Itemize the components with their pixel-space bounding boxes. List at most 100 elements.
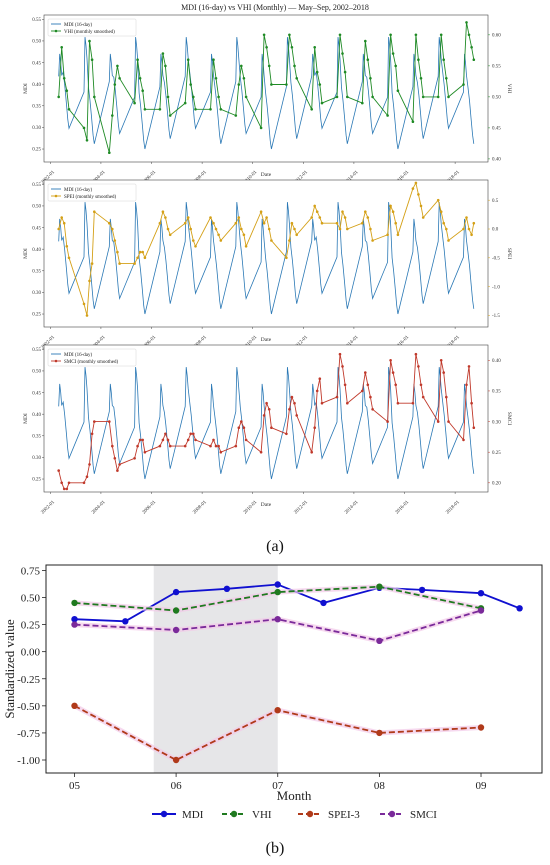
series-point-vhi [445,77,448,80]
series-point-spei [67,256,71,260]
series-point-spei [442,221,446,225]
series-point-spei [186,216,190,219]
y-tick-label-b: 0.25 [21,620,41,632]
series-point-smci [265,401,268,405]
series-point-smci [439,359,443,362]
series-point-vhi [164,64,167,68]
series-point-spei-3 [71,702,78,709]
series-point-smci [168,444,172,448]
series-point-smci [376,637,383,644]
series-point-vhi [465,21,468,24]
series-point-vhi [417,58,420,61]
series-point-smci [341,365,344,368]
series-point-vhi [242,77,246,80]
series-point-spei [310,216,314,219]
series-point-smci [93,420,96,423]
y-tick-label-b: -0.75 [17,728,40,740]
series-point-vhi [65,89,69,92]
series-point-vhi [88,39,91,43]
series-point-vhi [396,89,400,92]
legend-label-spei-3: SPEI-3 [328,809,360,821]
series-point-vhi [274,588,281,596]
y-axis-label-smci: MDI [23,413,29,424]
series-point-spei [290,221,294,225]
legend-box-smci [47,348,137,367]
y-tick-label-smci: 0.45 [32,391,41,396]
series-point-smci [310,450,314,454]
series-point-spei [136,256,139,260]
x-tick-label-b: 06 [171,780,183,792]
series-point-vhi [192,95,195,99]
series-point-smci [65,487,69,491]
series-point-spei [161,210,165,213]
y-tick-label-spei: 0.50 [32,205,41,210]
series-point-smci [186,438,190,442]
series-point-smci [315,389,319,393]
series-point-spei [219,239,223,242]
series-point-vhi [341,52,344,55]
y2-axis-label-vhi: VHI [506,84,512,94]
legend-label-smci: SMCI [410,809,437,821]
series-point-smci [391,371,395,374]
series-point-smci [262,414,266,417]
series-point-spei [293,227,296,231]
series-point-spei [394,221,398,225]
y2-tick-label-spei: 0.5 [492,199,499,204]
series-point-smci [71,621,78,628]
series-point-vhi [439,33,443,37]
series-point-spei [62,221,66,225]
series-point-vhi [194,108,197,111]
series-point-spei [391,210,395,213]
series-point-mdi [223,585,231,592]
y-tick-label-spei: 0.25 [32,313,41,318]
series-point-spei [118,262,121,265]
series-point-smci [417,365,420,368]
series-point-vhi [290,46,294,49]
legend-label-vhi: VHI (monthly smoothed) [64,30,115,35]
series-point-mdi [122,618,129,625]
series-point-vhi [186,58,190,61]
series-point-vhi [361,101,364,105]
y2-tick-label-spei: 0.0 [492,228,499,233]
series-point-smci [288,408,291,411]
series-point-spei [57,227,60,231]
series-point-smci [108,420,111,423]
y-tick-label-b: -0.25 [17,674,40,686]
series-point-spei [262,221,266,225]
series-point-smci [158,444,162,448]
series-point-spei [194,245,197,248]
legend-marker-mdi [160,810,168,818]
series-point-spei [217,233,220,237]
series-point-smci [194,438,197,442]
series-point-spei [465,216,468,219]
series-point-vhi [315,70,319,74]
series-point-smci [470,401,473,405]
series-point-smci [462,438,465,442]
series-point-vhi [189,83,192,86]
y2-tick-label-smci: 0.40 [492,359,501,364]
series-point-spei [436,198,440,202]
series-point-vhi [293,64,296,68]
series-point-vhi [313,46,317,49]
x-axis-label-smci: Date [261,502,272,508]
series-point-vhi [285,83,288,86]
series-point-spei [335,221,339,225]
series-point-smci [414,352,418,356]
legend-marker-spei [54,194,58,198]
series-point-smci [419,383,423,387]
series-point-mdi [172,588,180,596]
subplot-vhi: 0.25 0.30 0.35 0.40 0.45 0.50 0.55 0.40 0.45 0.50… [23,14,512,185]
x-tick-label-smci: 2014-01 [344,500,360,516]
series-point-smci [411,401,415,405]
legend-label-mdi-spei: MDI (16-day) [64,188,93,193]
series-point-smci [346,401,349,405]
series-point-spei [320,221,324,225]
series-point-smci [293,401,296,405]
series-point-spei [143,256,147,260]
y-tick-label-spei: 0.30 [32,291,41,296]
series-point-smci [290,395,294,399]
legend-marker-vhi [54,29,58,33]
series-point-vhi [62,77,66,80]
x-tick-label-b: 07 [272,780,284,792]
series-point-vhi [85,139,89,142]
